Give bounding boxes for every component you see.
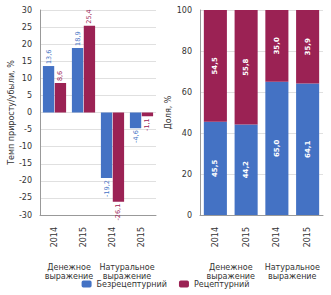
svg-text:-25: -25: [19, 193, 32, 202]
svg-text:-5: -5: [24, 125, 32, 134]
svg-text:выражение: выражение: [206, 272, 255, 281]
svg-text:Натуральное: Натуральное: [99, 263, 154, 272]
svg-text:64,1: 64,1: [304, 141, 312, 158]
svg-text:2014: 2014: [211, 227, 220, 247]
svg-text:13,6: 13,6: [45, 50, 53, 64]
svg-text:30: 30: [22, 6, 32, 15]
svg-text:40: 40: [182, 129, 192, 138]
svg-text:Натуральное: Натуральное: [265, 263, 320, 272]
svg-text:Денежное: Денежное: [47, 263, 91, 272]
svg-text:2014: 2014: [50, 227, 59, 247]
svg-text:-10: -10: [19, 142, 32, 151]
svg-text:20: 20: [22, 40, 32, 49]
svg-text:-26,1: -26,1: [114, 204, 122, 221]
svg-text:Рецептурний: Рецептурний: [194, 280, 249, 289]
svg-text:Темп приросту/убыли, %: Темп приросту/убыли, %: [7, 60, 16, 166]
svg-text:2015: 2015: [137, 227, 146, 247]
svg-text:2014: 2014: [272, 227, 281, 247]
svg-text:25: 25: [22, 23, 32, 32]
svg-text:2015: 2015: [242, 227, 251, 247]
svg-text:выражение: выражение: [45, 272, 94, 281]
svg-text:-1,1: -1,1: [143, 118, 151, 131]
svg-text:45,5: 45,5: [211, 160, 219, 177]
svg-text:-30: -30: [19, 211, 32, 220]
svg-text:80: 80: [182, 47, 192, 56]
svg-text:44,2: 44,2: [242, 161, 250, 178]
svg-text:2015: 2015: [303, 227, 312, 247]
svg-text:35,0: 35,0: [273, 37, 281, 54]
svg-text:-19,2: -19,2: [103, 180, 111, 197]
svg-text:8,6: 8,6: [56, 71, 64, 81]
svg-text:2015: 2015: [79, 227, 88, 247]
svg-text:54,5: 54,5: [211, 57, 219, 74]
svg-text:18,9: 18,9: [74, 31, 82, 45]
svg-text:0: 0: [27, 108, 32, 117]
svg-text:15: 15: [22, 57, 32, 66]
svg-text:65,0: 65,0: [273, 140, 281, 157]
svg-text:Безрецептурний: Безрецептурний: [97, 280, 167, 289]
svg-text:35,9: 35,9: [304, 38, 312, 55]
svg-text:-20: -20: [19, 176, 32, 185]
svg-text:25,4: 25,4: [85, 9, 93, 23]
svg-text:-15: -15: [19, 159, 32, 168]
svg-text:0: 0: [187, 211, 192, 220]
svg-text:100: 100: [177, 6, 192, 15]
svg-text:выражение: выражение: [102, 272, 152, 281]
svg-text:10: 10: [22, 74, 32, 83]
svg-text:20: 20: [182, 170, 192, 179]
svg-text:5: 5: [27, 91, 32, 100]
svg-text:-4,6: -4,6: [132, 130, 140, 143]
svg-text:2014: 2014: [108, 227, 117, 247]
svg-text:Доля, %: Доля, %: [164, 95, 173, 129]
svg-text:выражение: выражение: [268, 272, 317, 281]
svg-text:Денежное: Денежное: [209, 263, 253, 272]
svg-text:60: 60: [182, 88, 192, 97]
svg-text:55,8: 55,8: [242, 58, 250, 75]
